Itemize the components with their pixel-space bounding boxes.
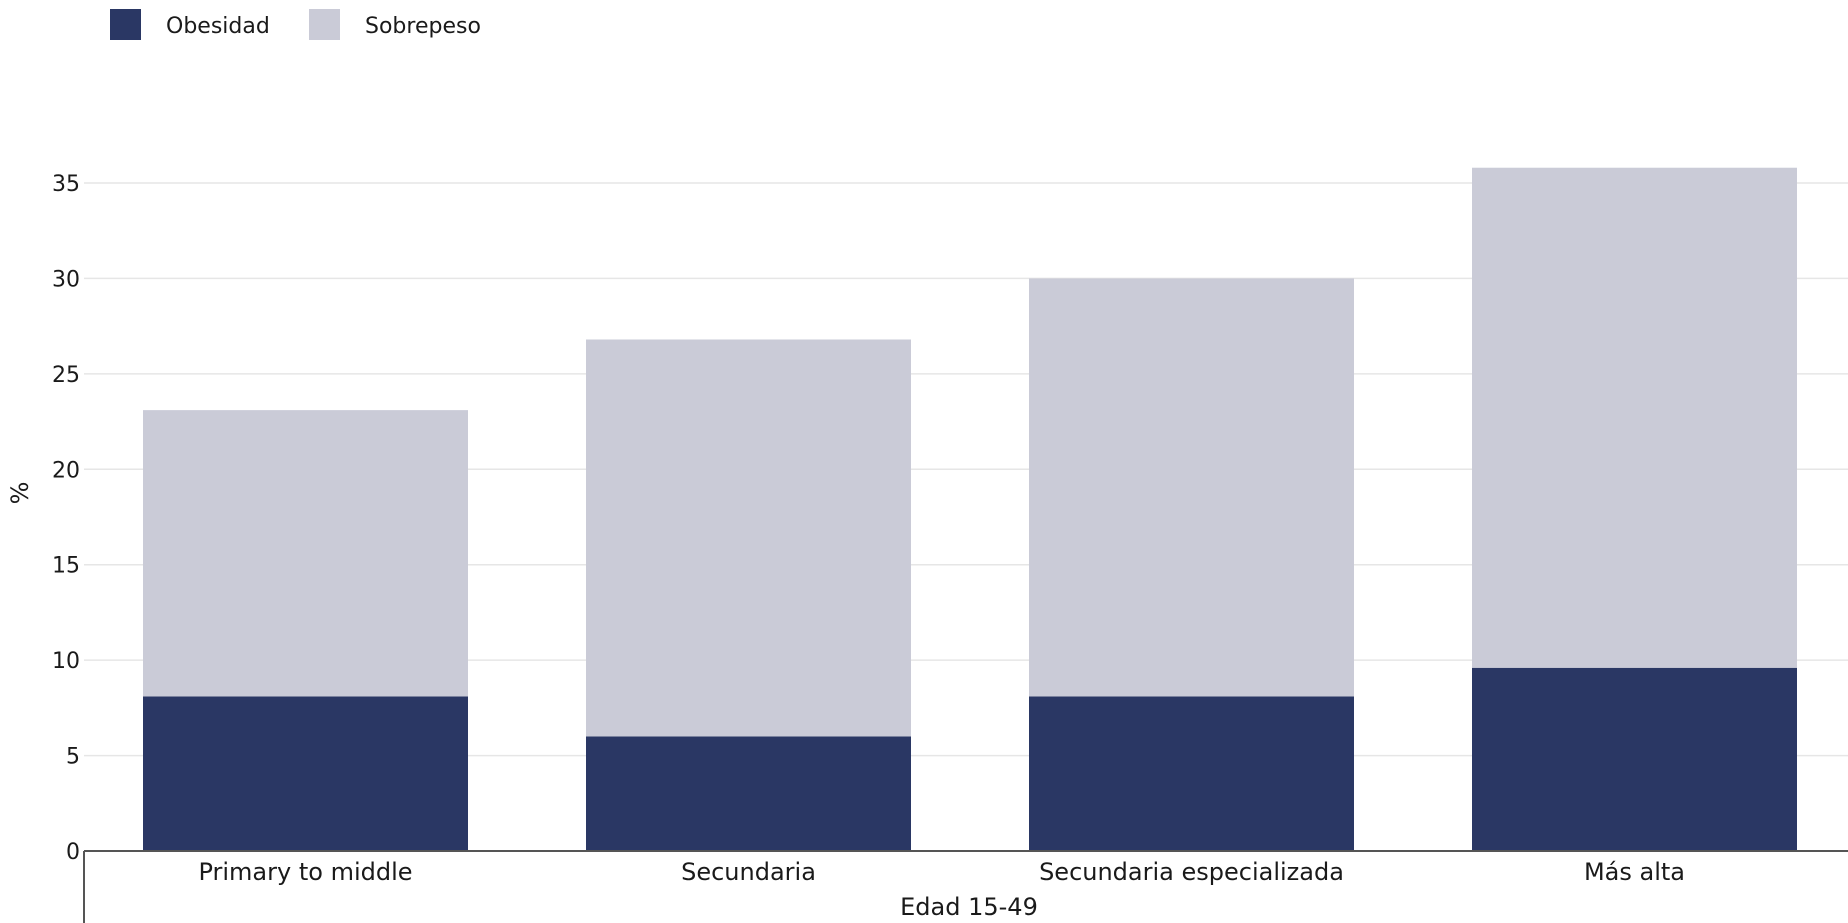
x-tick-label-secundaria: Secundaria [681,858,816,886]
y-axis-title: % [6,482,34,505]
bar-sobrepeso-secundaria [586,339,911,737]
y-tick-label-35: 35 [52,172,80,197]
y-tick-label-10: 10 [52,649,80,674]
legend-label-obesidad: Obesidad [166,14,270,39]
y-tick-label-30: 30 [52,267,80,292]
legend-swatch-obesidad [110,9,141,40]
y-tick-label-25: 25 [52,363,80,388]
legend-label-sobrepeso: Sobrepeso [365,14,481,39]
bar-obesidad-secundaria-especializada [1029,696,1354,851]
y-axis-ticks: 0 5 10 15 20 25 30 35 [52,172,80,865]
bar-sobrepeso-primary-to-middle [143,410,468,697]
x-axis-group-label: Edad 15-49 [900,893,1038,921]
y-tick-label-20: 20 [52,458,80,483]
bar-obesidad-primary-to-middle [143,696,468,851]
bar-sobrepeso-secundaria-especializada [1029,278,1354,697]
bar-sobrepeso-mas-alta [1472,167,1797,668]
x-tick-label-primary-to-middle: Primary to middle [198,858,412,886]
y-tick-label-0: 0 [66,840,80,865]
bar-obesidad-secundaria [586,736,911,851]
bars [143,167,1797,851]
x-tick-label-mas-alta: Más alta [1584,858,1685,886]
x-axis-labels: Primary to middle Secundaria Secundaria es… [198,858,1685,886]
bar-obesidad-mas-alta [1472,667,1797,851]
y-tick-label-15: 15 [52,554,80,579]
legend: Obesidad Sobrepeso [110,9,481,40]
legend-swatch-sobrepeso [309,9,340,40]
x-tick-label-secundaria-especializada: Secundaria especializada [1039,858,1344,886]
y-tick-label-5: 5 [66,745,80,770]
